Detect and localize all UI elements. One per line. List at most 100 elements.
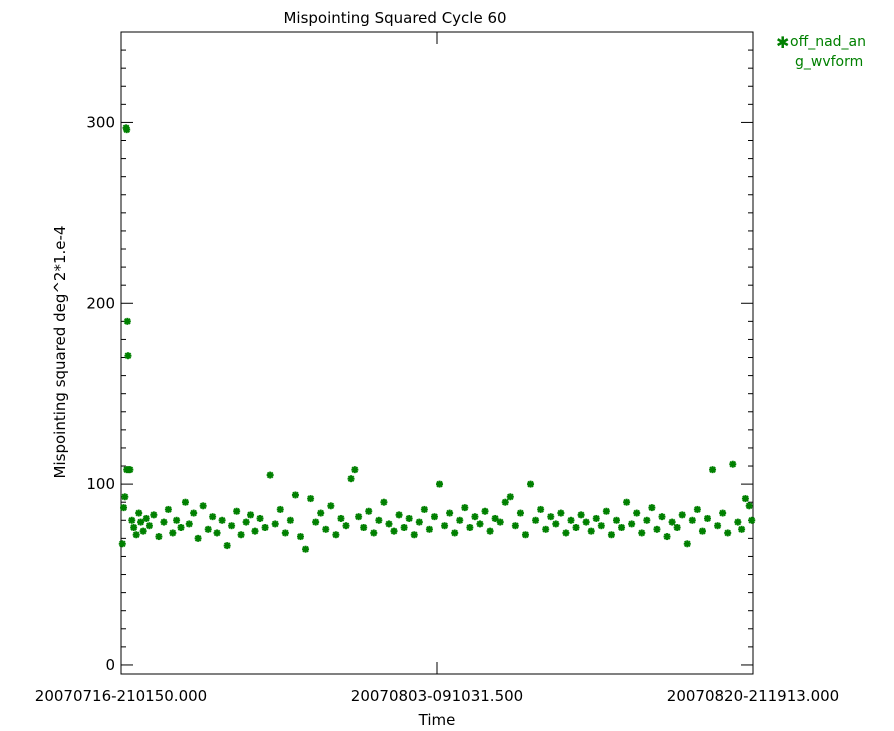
y-tick-label: 200 [86,294,115,312]
data-point [155,533,162,540]
data-point [517,510,524,517]
data-point [224,542,231,549]
data-point [638,529,645,536]
data-point [557,510,564,517]
data-point [178,524,185,531]
data-point [613,517,620,524]
data-point [342,522,349,529]
data-point [593,515,600,522]
y-axis-label: Mispointing squared deg^2*1.e-4 [51,226,69,479]
data-point [466,524,473,531]
data-point [633,510,640,517]
data-point [267,472,274,479]
data-point [441,522,448,529]
data-point [302,546,309,553]
data-point [738,526,745,533]
data-point [137,519,144,526]
data-point [734,519,741,526]
data-point [492,515,499,522]
data-point [573,524,580,531]
data-point [679,511,686,518]
data-point [126,466,133,473]
data-point [257,515,264,522]
data-point [360,524,367,531]
data-point [233,508,240,515]
data-point [512,522,519,529]
data-point [748,517,755,524]
data-point [238,531,245,538]
data-point [133,531,140,538]
data-point [578,511,585,518]
data-point [704,515,711,522]
plot-frame [121,32,753,674]
data-point [140,528,147,535]
data-point [401,524,408,531]
data-point [135,510,142,517]
data-point [746,502,753,509]
data-point [327,502,334,509]
data-point [694,506,701,513]
data-point [282,529,289,536]
data-point [182,499,189,506]
data-point [588,528,595,535]
data-point [337,515,344,522]
data-point [186,520,193,527]
data-point [669,519,676,526]
data-point [262,524,269,531]
data-point [124,318,131,325]
data-point [380,499,387,506]
data-point [370,529,377,536]
data-point [497,519,504,526]
data-point [195,535,202,542]
data-point [729,461,736,468]
data-point [200,502,207,509]
data-point [307,495,314,502]
data-point [436,481,443,488]
y-axis-ticks: 0100200300 [86,113,753,674]
data-point [456,517,463,524]
data-point [742,495,749,502]
data-point [502,499,509,506]
data-point [532,517,539,524]
data-point [471,513,478,520]
data-point [169,529,176,536]
data-point [547,513,554,520]
chart-title: Mispointing Squared Cycle 60 [283,9,506,27]
data-point [348,475,355,482]
data-point [522,531,529,538]
y-tick-label: 100 [86,475,115,493]
data-point [272,520,279,527]
data-point [618,524,625,531]
data-point [375,517,382,524]
data-point [643,517,650,524]
x-axis-label: Time [418,711,456,729]
data-point [124,352,131,359]
data-point [674,524,681,531]
data-point [214,529,221,536]
data-point [121,493,128,500]
data-point [583,519,590,526]
data-point [190,510,197,517]
data-point [724,529,731,536]
data-point [527,481,534,488]
data-point [411,531,418,538]
data-point [128,517,135,524]
data-point [699,528,706,535]
data-point [406,515,413,522]
data-point [205,526,212,533]
x-tick-label-end: 20070820-211913.000 [667,687,839,705]
data-point [426,526,433,533]
data-point [173,517,180,524]
data-point [689,517,696,524]
data-point [451,529,458,536]
data-point [507,493,514,500]
legend-marker-icon: ✱ [776,33,789,52]
data-point [277,506,284,513]
data-point [431,513,438,520]
data-point [365,508,372,515]
data-point [542,526,549,533]
legend-label-line-1: off_nad_an [790,34,866,50]
data-point [251,528,258,535]
minor-ticks [121,32,753,647]
